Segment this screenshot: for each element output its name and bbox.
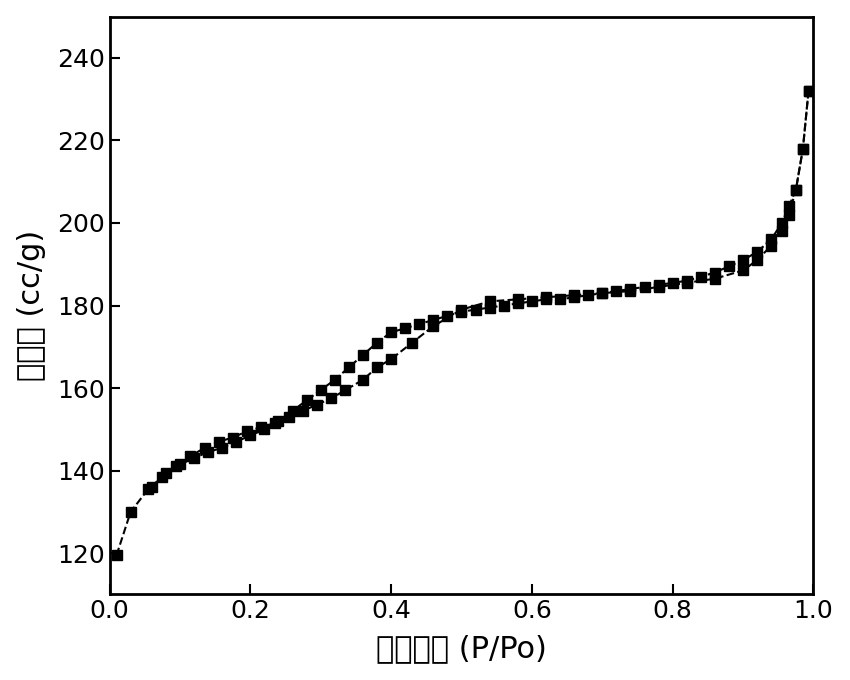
Y-axis label: 吸附量 (cc/g): 吸附量 (cc/g) xyxy=(17,230,46,381)
X-axis label: 相对压力 (P/Po): 相对压力 (P/Po) xyxy=(376,634,547,663)
